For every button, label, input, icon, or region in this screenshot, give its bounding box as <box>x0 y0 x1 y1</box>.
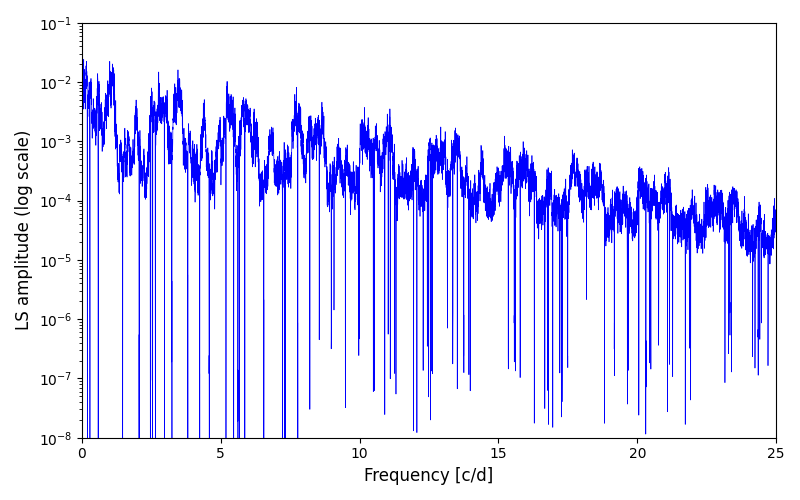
X-axis label: Frequency [c/d]: Frequency [c/d] <box>364 467 494 485</box>
Y-axis label: LS amplitude (log scale): LS amplitude (log scale) <box>15 130 33 330</box>
